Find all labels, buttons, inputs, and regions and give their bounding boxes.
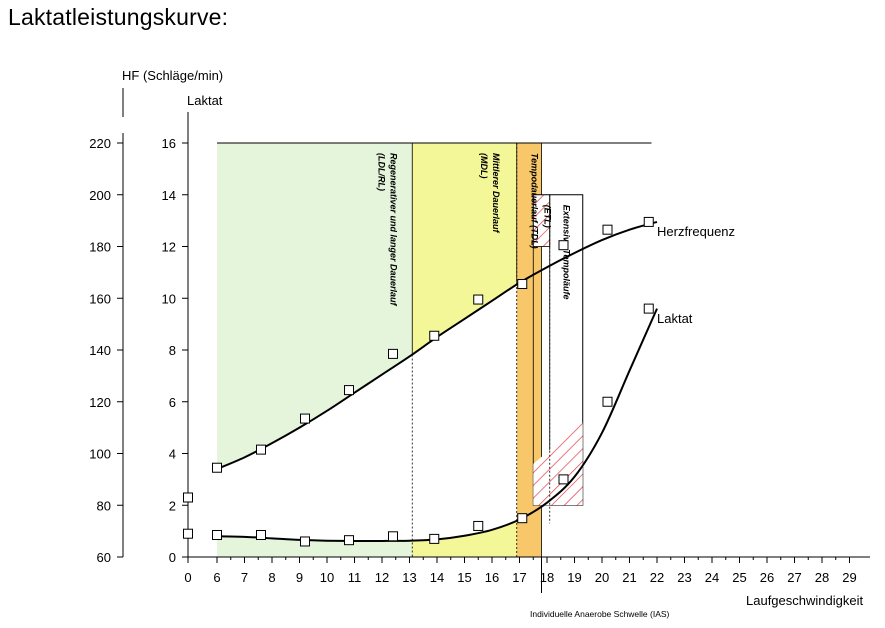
zone-yellow-lower xyxy=(412,520,517,557)
y-left-axis-label: HF (Schläge/min) xyxy=(122,68,223,83)
x-tick-label: 0 xyxy=(184,570,191,585)
y-right-tick-label: 10 xyxy=(162,291,176,306)
training-zones: Regenerativer und langer Dauerlauf(LDL/R… xyxy=(217,142,652,557)
x-tick-label: 8 xyxy=(268,570,275,585)
zone-label-tdl: Tempodauerlauf (TDL) xyxy=(530,153,540,249)
herzfrequenz-point xyxy=(183,492,193,503)
page-title: Laktatleistungskurve: xyxy=(8,4,229,30)
x-tick-label: 10 xyxy=(320,570,334,585)
herzfrequenz-label: Herzfrequenz xyxy=(657,224,735,239)
x-tick-label: 11 xyxy=(348,570,362,585)
laktat-point xyxy=(183,528,193,539)
y-right-tick-label: 12 xyxy=(162,240,176,255)
herzfrequenz-point xyxy=(558,240,569,251)
x-tick-label: 9 xyxy=(296,570,303,585)
x-tick-label: 14 xyxy=(430,570,444,585)
zone-label-ldl: Regenerativer und langer Dauerlauf(LDL/R… xyxy=(376,153,398,307)
x-tick-label: 12 xyxy=(375,570,389,585)
herzfrequenz-point xyxy=(429,330,440,341)
zone-green-upper xyxy=(217,143,413,470)
laktat-point xyxy=(212,530,222,541)
laktat-point xyxy=(558,474,569,485)
laktat-point xyxy=(344,535,354,546)
y-left-tick-label: 60 xyxy=(97,550,111,565)
y-right-tick-label: 14 xyxy=(162,188,176,203)
x-tick-label: 23 xyxy=(677,570,691,585)
laktat-point xyxy=(256,530,266,541)
herzfrequenz-point xyxy=(388,348,398,359)
herzfrequenz-point xyxy=(256,444,266,455)
y-left-tick-label: 160 xyxy=(89,291,111,306)
y-right-axis-label: Laktat xyxy=(187,93,223,108)
x-tick-label: 16 xyxy=(485,570,499,585)
y-left-tick-label: 140 xyxy=(89,343,111,358)
laktat-point xyxy=(429,533,440,544)
x-tick-label: 24 xyxy=(705,570,719,585)
x-tick-label: 6 xyxy=(213,570,220,585)
herzfrequenz-point xyxy=(473,294,484,305)
zone-label-extensive: Extensive Tempoläufe xyxy=(562,205,572,300)
y-left-tick-label: 100 xyxy=(89,447,111,462)
laktat-point xyxy=(388,531,398,542)
y-left-tick-label: 220 xyxy=(89,136,111,151)
x-tick-label: 25 xyxy=(732,570,746,585)
laktat-point xyxy=(473,520,484,531)
herzfrequenz-point xyxy=(643,216,654,227)
y-right-tick-label: 0 xyxy=(169,550,176,565)
x-tick-label: 18 xyxy=(540,570,554,585)
y-left-tick-label: 200 xyxy=(89,188,111,203)
x-tick-label: 21 xyxy=(622,570,636,585)
axes: HF (Schläge/min) Laktat Laufgeschwindigk… xyxy=(122,68,863,619)
herzfrequenz-point xyxy=(602,224,613,235)
x-tick-label: 7 xyxy=(241,570,248,585)
laktat-point xyxy=(517,513,528,524)
lower-hatched-area xyxy=(533,422,583,506)
y-right-tick-label: 2 xyxy=(169,498,176,513)
x-tick-label: 28 xyxy=(815,570,829,585)
y-left-tick-label: 120 xyxy=(89,395,111,410)
x-tick-label: 13 xyxy=(402,570,416,585)
x-tick-label: 26 xyxy=(760,570,774,585)
x-tick-label: 27 xyxy=(787,570,801,585)
series xyxy=(183,216,658,547)
herzfrequenz-point xyxy=(300,413,310,424)
x-tick-label: 17 xyxy=(512,570,526,585)
laktat-point xyxy=(602,396,613,407)
laktat-point xyxy=(643,303,654,314)
herzfrequenz-point xyxy=(212,462,222,473)
x-tick-label: 15 xyxy=(457,570,471,585)
x-tick-label: 20 xyxy=(595,570,609,585)
ias-label: Individuelle Anaerobe Schwelle (IAS) xyxy=(530,609,670,619)
x-tick-label: 22 xyxy=(650,570,664,585)
y-left-tick-label: 80 xyxy=(97,498,111,513)
x-tick-label: 29 xyxy=(842,570,856,585)
herzfrequenz-point xyxy=(517,279,528,290)
laktat-point xyxy=(300,536,310,547)
y-right-tick-label: 8 xyxy=(169,343,176,358)
zone-label-etl: (ETL) xyxy=(542,205,552,228)
y-right-tick-label: 16 xyxy=(162,136,176,151)
y-right-tick-label: 6 xyxy=(169,395,176,410)
y-left-tick-label: 180 xyxy=(89,240,111,255)
x-tick-label: 19 xyxy=(567,570,581,585)
zone-label-mdl: Mittlerer Dauerlauf(MDL) xyxy=(479,153,501,234)
x-axis-label: Laufgeschwindigkeit xyxy=(746,593,863,608)
laktat-label: Laktat xyxy=(657,311,693,326)
y-right-tick-label: 4 xyxy=(169,447,176,462)
herzfrequenz-point xyxy=(344,385,354,396)
zone-green-lower xyxy=(217,536,413,557)
